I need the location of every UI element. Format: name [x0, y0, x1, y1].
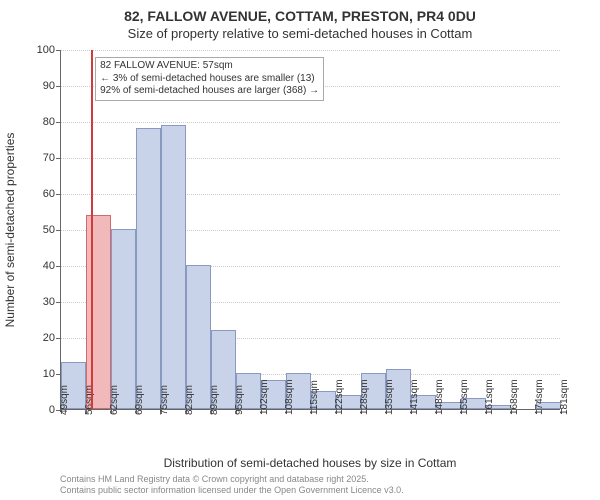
xtick-label: 181sqm: [559, 379, 570, 415]
footnote-line2: Contains public sector information licen…: [60, 485, 404, 496]
xtick-label: 141sqm: [409, 379, 420, 415]
xtick-label: 115sqm: [309, 380, 320, 415]
bar: [136, 128, 161, 409]
ytick-label: 50: [43, 224, 61, 236]
gridline-h: [61, 122, 560, 123]
xtick-label: 82sqm: [184, 385, 195, 415]
xtick-label: 62sqm: [109, 385, 120, 415]
gridline-h: [61, 50, 560, 51]
xtick-label: 75sqm: [159, 385, 170, 415]
annotation-line-3: 92% of semi-detached houses are larger (…: [100, 85, 319, 98]
reference-line: [91, 50, 93, 409]
xtick-label: 108sqm: [284, 379, 295, 415]
ytick-label: 80: [43, 116, 61, 128]
xtick-label: 135sqm: [384, 379, 395, 415]
xtick-label: 174sqm: [534, 379, 545, 415]
chart-title-sub: Size of property relative to semi-detach…: [0, 26, 600, 41]
footnote: Contains HM Land Registry data © Crown c…: [60, 474, 404, 496]
ytick-label: 20: [43, 332, 61, 344]
ytick-label: 60: [43, 188, 61, 200]
annotation-line-1: 82 FALLOW AVENUE: 57sqm: [100, 60, 319, 73]
ytick-label: 70: [43, 152, 61, 164]
xtick-label: 148sqm: [434, 379, 445, 415]
xtick-label: 122sqm: [334, 379, 345, 415]
xtick-label: 155sqm: [459, 379, 470, 415]
chart-title-main: 82, FALLOW AVENUE, COTTAM, PRESTON, PR4 …: [0, 8, 600, 24]
xtick-label: 95sqm: [234, 385, 245, 415]
xtick-label: 89sqm: [209, 385, 220, 415]
y-axis-label: Number of semi-detached properties: [3, 133, 17, 328]
xtick-label: 161sqm: [484, 379, 495, 415]
annotation-line-2: ← 3% of semi-detached houses are smaller…: [100, 73, 319, 86]
xtick-label: 69sqm: [134, 385, 145, 415]
ytick-label: 40: [43, 260, 61, 272]
xtick-label: 102sqm: [259, 379, 270, 415]
x-axis-label: Distribution of semi-detached houses by …: [60, 456, 560, 470]
ytick-label: 90: [43, 80, 61, 92]
ytick-label: 100: [37, 44, 61, 56]
xtick-label: 49sqm: [59, 385, 70, 415]
ytick-label: 10: [43, 368, 61, 380]
plot-area: 010203040506070809010049sqm56sqm62sqm69s…: [60, 50, 560, 410]
chart-container: 82, FALLOW AVENUE, COTTAM, PRESTON, PR4 …: [0, 0, 600, 500]
xtick-label: 128sqm: [359, 379, 370, 415]
bar: [161, 125, 186, 409]
footnote-line1: Contains HM Land Registry data © Crown c…: [60, 474, 404, 485]
xtick-label: 168sqm: [509, 379, 520, 415]
bar: [111, 229, 136, 409]
bar-highlight: [86, 215, 111, 409]
xtick-label: 56sqm: [84, 385, 95, 415]
ytick-label: 30: [43, 296, 61, 308]
annotation-box: 82 FALLOW AVENUE: 57sqm← 3% of semi-deta…: [95, 57, 324, 101]
